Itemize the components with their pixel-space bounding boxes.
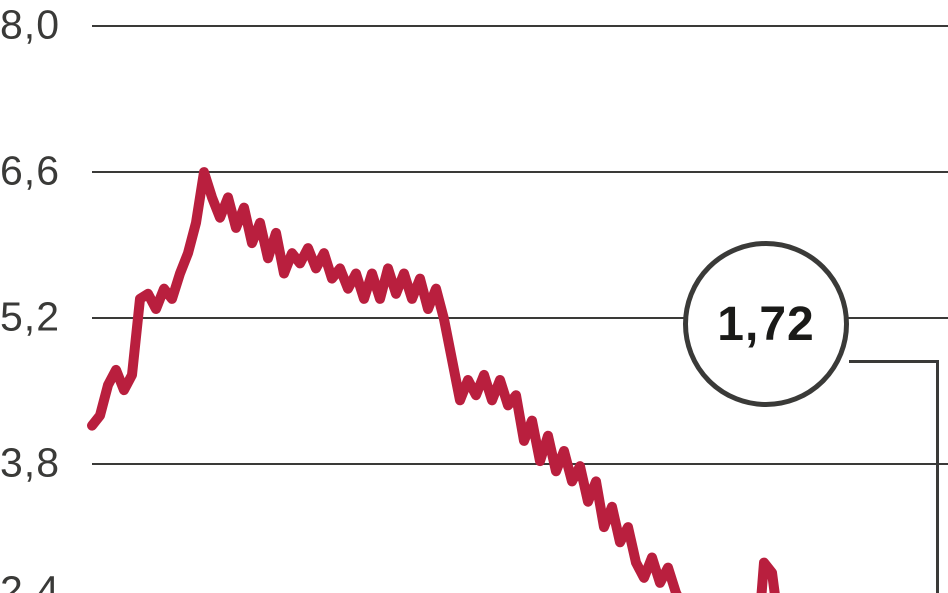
callout-value: 1,72 <box>717 297 814 352</box>
line-chart: 8,0 6,6 5,2 3,8 2,4 1,72 <box>0 0 948 593</box>
value-callout: 1,72 <box>683 241 849 407</box>
